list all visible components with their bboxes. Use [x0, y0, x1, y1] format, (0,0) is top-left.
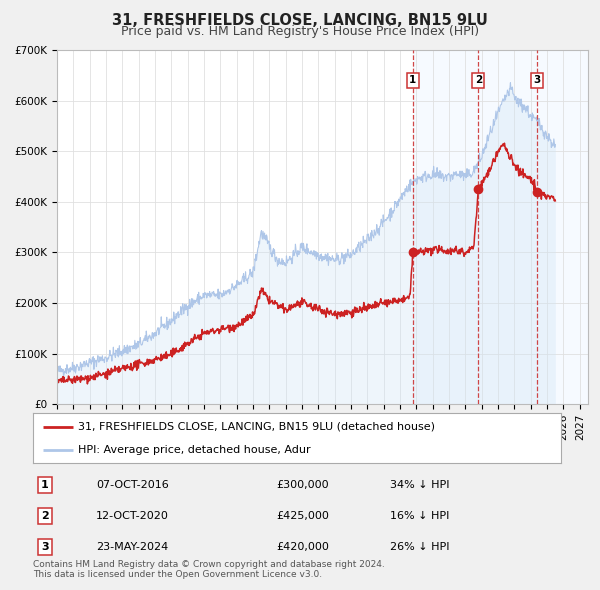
- Text: 12-OCT-2020: 12-OCT-2020: [96, 511, 169, 521]
- Text: £300,000: £300,000: [276, 480, 329, 490]
- Text: 1: 1: [41, 480, 49, 490]
- Text: 31, FRESHFIELDS CLOSE, LANCING, BN15 9LU (detached house): 31, FRESHFIELDS CLOSE, LANCING, BN15 9LU…: [78, 421, 435, 431]
- Text: 1: 1: [409, 76, 416, 85]
- Bar: [538, 50, 600, 404]
- Bar: [413, 50, 478, 404]
- Text: HPI: Average price, detached house, Adur: HPI: Average price, detached house, Adur: [78, 445, 311, 455]
- Text: £425,000: £425,000: [276, 511, 329, 521]
- Text: Price paid vs. HM Land Registry's House Price Index (HPI): Price paid vs. HM Land Registry's House …: [121, 25, 479, 38]
- Text: 23-MAY-2024: 23-MAY-2024: [96, 542, 168, 552]
- Text: Contains HM Land Registry data © Crown copyright and database right 2024.
This d: Contains HM Land Registry data © Crown c…: [33, 560, 385, 579]
- Text: £420,000: £420,000: [276, 542, 329, 552]
- Text: 3: 3: [534, 76, 541, 85]
- Text: 2: 2: [41, 511, 49, 521]
- Text: 07-OCT-2016: 07-OCT-2016: [96, 480, 169, 490]
- Text: 16% ↓ HPI: 16% ↓ HPI: [390, 511, 449, 521]
- Text: 31, FRESHFIELDS CLOSE, LANCING, BN15 9LU: 31, FRESHFIELDS CLOSE, LANCING, BN15 9LU: [112, 13, 488, 28]
- Bar: [478, 50, 538, 404]
- Text: 34% ↓ HPI: 34% ↓ HPI: [390, 480, 449, 490]
- Text: 3: 3: [41, 542, 49, 552]
- Text: 26% ↓ HPI: 26% ↓ HPI: [390, 542, 449, 552]
- Text: 2: 2: [475, 76, 482, 85]
